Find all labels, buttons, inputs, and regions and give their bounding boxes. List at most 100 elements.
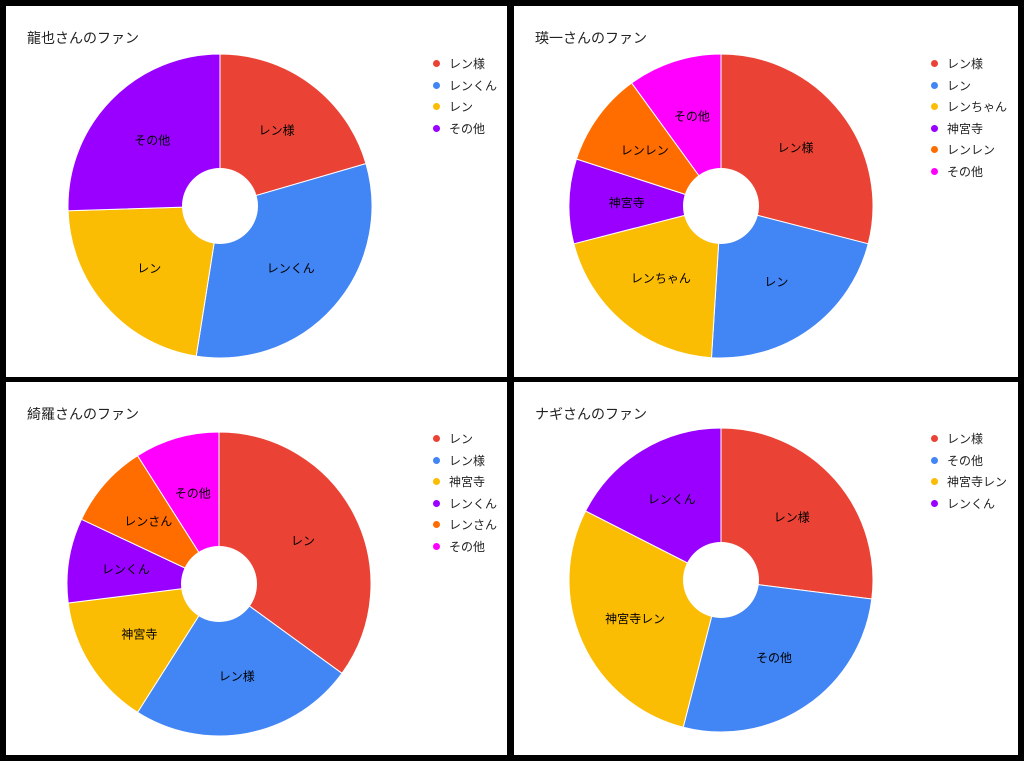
slice-label-2: その他: [756, 651, 792, 665]
legend-label: 神宮寺: [449, 475, 486, 490]
legend-label: その他: [449, 539, 486, 554]
legend-swatch: [931, 81, 938, 89]
pie-slice-5: [80, 454, 221, 586]
slice-label-2: レン様: [219, 670, 255, 684]
legend-label: レンくん: [449, 496, 498, 511]
legend-label: レンくん: [449, 78, 498, 93]
slice-label-4: レンくん: [102, 562, 150, 576]
slice-label-6: その他: [175, 487, 211, 501]
chart-title: 瑛一さんのファン: [535, 31, 647, 47]
slice-label-6: その他: [674, 109, 710, 123]
slice-label-4: その他: [134, 133, 170, 147]
legend-swatch: [433, 521, 440, 529]
legend-label: レン様: [947, 57, 984, 72]
pie-slice-4: [568, 158, 723, 245]
legend-item: 神宮寺: [931, 118, 1007, 140]
legend-label: レン: [947, 78, 972, 93]
slice-label-1: レン: [291, 534, 315, 548]
legend-label: レンさん: [449, 518, 498, 533]
slice-label-3: レンちゃん: [631, 272, 691, 286]
legend-swatch: [433, 81, 440, 89]
slice-label-3: 神宮寺レン: [605, 611, 665, 626]
donut-hole: [683, 168, 759, 244]
pie-slice-6: [630, 53, 722, 208]
slice-label-3: レン: [137, 261, 161, 275]
legend-item: レンくん: [931, 493, 1007, 515]
chart-title: ナギさんのファン: [535, 407, 647, 423]
legend-swatch: [931, 146, 938, 154]
legend-swatch: [433, 124, 440, 132]
legend-swatch: [433, 103, 440, 111]
pie-slice-4: [67, 53, 221, 212]
legend-item: レン様: [433, 450, 497, 472]
chart-panel: ナギさんのファン レン様 その他 神宮寺レン レンくん レン様 その他 神宮寺レン レンくん: [514, 382, 1018, 755]
legend-item: レンさん: [433, 514, 497, 536]
pie-slice-6: [136, 431, 220, 586]
donut-hole: [182, 168, 258, 244]
legend-label: レン: [449, 432, 474, 447]
legend-swatch: [433, 60, 440, 68]
legend: レン様その他神宮寺レンレンくん: [931, 428, 1007, 514]
legend-label: レンくん: [947, 496, 996, 511]
pie-slice-1: [219, 53, 367, 207]
legend-label: レン様: [449, 57, 486, 72]
legend-swatch: [433, 542, 440, 550]
donut-hole: [683, 542, 759, 618]
legend-swatch: [433, 456, 440, 464]
legend-item: レン: [931, 75, 1007, 97]
legend-item: レンちゃん: [931, 96, 1007, 118]
legend: レン様レンレンちゃん 神宮寺レンレンその他: [931, 53, 1007, 182]
legend-label: レン様: [449, 453, 486, 468]
chart-panel: 瑛一さんのファン レン様 レン レンちゃん 神宮寺 レンレン その他 レン様 レン レンちゃん…: [514, 6, 1018, 377]
legend-swatch: [931, 478, 938, 486]
legend-label: レンレン: [947, 143, 996, 158]
legend-item: その他: [931, 161, 1007, 183]
chart-title: 綺羅さんのファン: [27, 407, 139, 423]
legend-label: その他: [947, 164, 984, 179]
pie-slice-4: [584, 427, 722, 581]
pie-slice-2: [136, 583, 343, 737]
pie-slice-3: [67, 205, 221, 357]
donut-hole: [181, 546, 257, 622]
legend-label: 神宮寺レン: [947, 475, 1008, 490]
slice-label-1: レン様: [777, 141, 813, 155]
slice-label-3: 神宮寺: [121, 627, 157, 642]
legend-item: レン: [433, 96, 497, 118]
slice-label-1: レン様: [259, 124, 295, 138]
slice-label-2: レンくん: [267, 261, 315, 275]
legend-item: レンくん: [433, 75, 497, 97]
pie-slice-4: [66, 518, 221, 604]
pie-slice-3: [568, 510, 722, 728]
legend-swatch: [433, 499, 440, 507]
pie-slice-1: [720, 427, 874, 600]
pie-slice-5: [575, 82, 723, 207]
legend-swatch: [433, 435, 440, 443]
legend-swatch: [931, 167, 938, 175]
pie-slice-3: [573, 205, 722, 359]
legend-item: その他: [931, 450, 1007, 472]
legend-label: レン様: [947, 432, 984, 447]
legend-item: その他: [433, 118, 497, 140]
legend-item: レン様: [931, 53, 1007, 75]
pie-slice-1: [218, 431, 372, 675]
legend-swatch: [433, 478, 440, 486]
legend: レン様レンくんレンその他: [433, 53, 497, 139]
legend-item: レン様: [433, 53, 497, 75]
legend-swatch: [931, 456, 938, 464]
pie-slice-2: [682, 579, 873, 733]
slice-label-4: 神宮寺: [609, 195, 645, 210]
legend: レンレン様神宮寺レンくんレンさんその他: [433, 428, 497, 557]
legend-swatch: [931, 103, 938, 111]
chart-panel: 綺羅さんのファン レン レン様 神宮寺 レンくん レンさん その他 レン レン様 神宮寺 レンく…: [6, 382, 507, 755]
legend-swatch: [931, 499, 938, 507]
legend-item: レンくん: [433, 493, 497, 515]
legend-label: その他: [947, 453, 984, 468]
slice-label-1: レン様: [774, 511, 810, 525]
slice-label-5: レンさん: [124, 515, 172, 529]
legend-label: レン: [449, 100, 474, 115]
legend-item: レンレン: [931, 139, 1007, 161]
